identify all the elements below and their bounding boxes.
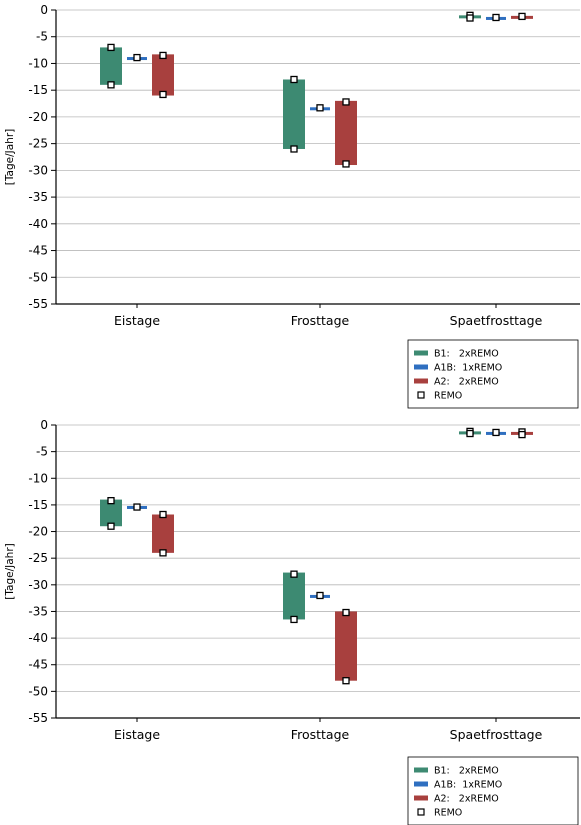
y-tick-label: -50 <box>28 270 48 284</box>
y-tick-label: -25 <box>28 551 48 565</box>
bar-b1 <box>100 47 122 85</box>
bar-a2 <box>335 100 357 166</box>
remo-marker <box>316 591 324 600</box>
y-tick-label: -25 <box>28 137 48 151</box>
legend-label: REMO <box>434 391 462 402</box>
remo-marker <box>159 510 167 519</box>
y-tick-label: -10 <box>28 471 48 485</box>
y-tick-label: -10 <box>28 56 48 70</box>
y-tick-label: -35 <box>28 604 48 618</box>
legend-swatch-b1 <box>414 767 428 773</box>
x-tick-label: Eistage <box>114 727 160 742</box>
remo-marker <box>159 549 167 557</box>
remo-marker <box>466 14 474 22</box>
x-tick-label: Frosttage <box>291 727 350 742</box>
y-tick-label: -55 <box>28 297 48 311</box>
legend-marker-remo <box>417 391 425 399</box>
y-tick-label: -15 <box>28 498 48 512</box>
y-tick-label: -50 <box>28 684 48 698</box>
bar-b1 <box>283 572 305 620</box>
remo-marker <box>290 615 298 624</box>
legend-swatch-a1b <box>414 781 428 787</box>
y-tick-label: -20 <box>28 110 48 124</box>
y-tick-label: -55 <box>28 711 48 725</box>
remo-marker <box>107 496 115 505</box>
bar-a2 <box>152 514 174 553</box>
chart-panel-1: 0 -5 -10 -15 -20 -25 -30 -35 -40 -45 -50 -55 [Tage/J… <box>4 3 580 409</box>
remo-marker <box>133 503 141 511</box>
remo-marker <box>107 81 115 89</box>
legend-swatch-a2 <box>414 378 428 384</box>
y-tick-label: -15 <box>28 83 48 97</box>
legend-swatch-a2 <box>414 795 428 801</box>
remo-marker <box>342 160 350 168</box>
legend-swatch-a1b <box>414 364 428 370</box>
remo-marker <box>290 75 298 84</box>
y-tick-label: -45 <box>28 658 48 672</box>
remo-marker <box>107 43 115 52</box>
y-tick-label: -40 <box>28 217 48 231</box>
y-axis-label: [Tage/Jahr] <box>4 129 16 185</box>
remo-marker <box>290 145 298 153</box>
y-tick-label: -35 <box>28 190 48 204</box>
y-tick-label: -40 <box>28 631 48 645</box>
remo-marker <box>316 104 324 112</box>
legend-swatch-b1 <box>414 350 428 356</box>
legend: B1: 2xREMO A1B: 1xREMO A2: 2xREMO REMO <box>407 339 579 409</box>
legend-label: A2: 2xREMO <box>434 377 499 388</box>
remo-marker <box>518 430 526 439</box>
y-axis-label: [Tage/Jahr] <box>4 543 16 599</box>
legend-label: A1B: 1xREMO <box>434 363 502 374</box>
remo-marker <box>290 570 298 578</box>
y-tick-label: -30 <box>28 578 48 592</box>
x-tick-label: Spaetfrosttage <box>450 313 543 328</box>
remo-marker <box>466 429 474 438</box>
bar-a2 <box>335 611 357 681</box>
y-tick-label: -5 <box>36 30 48 44</box>
x-tick-label: Eistage <box>114 313 160 328</box>
y-tick-label: -5 <box>36 445 48 459</box>
bar-b1 <box>283 79 305 149</box>
remo-marker <box>342 677 350 685</box>
remo-marker <box>133 53 141 62</box>
remo-marker <box>159 90 167 99</box>
y-tick-label: -20 <box>28 525 48 539</box>
legend-label: A1B: 1xREMO <box>434 780 502 791</box>
chart-panel-2: 0 -5 -10 -15 -20 -25 -30 -35 -40 -45 -50 -55 [Tage/J… <box>4 418 580 825</box>
legend-label: B1: 2xREMO <box>434 349 499 360</box>
legend-label: REMO <box>434 808 462 819</box>
remo-marker <box>342 608 350 617</box>
bar-b1 <box>100 499 122 527</box>
remo-marker <box>492 13 500 22</box>
x-tick-label: Frosttage <box>291 313 350 328</box>
y-tick-label: -45 <box>28 244 48 258</box>
legend-label: A2: 2xREMO <box>434 794 499 805</box>
legend-label: B1: 2xREMO <box>434 766 499 777</box>
bar-a2 <box>152 54 174 96</box>
remo-marker <box>518 12 526 21</box>
legend-box <box>407 756 579 825</box>
y-tick-label: 0 <box>40 3 48 17</box>
y-tick-label: 0 <box>40 418 48 432</box>
remo-marker <box>159 51 167 60</box>
remo-marker <box>342 98 350 106</box>
x-tick-label: Spaetfrosttage <box>450 727 543 742</box>
remo-marker <box>107 522 115 530</box>
remo-marker <box>492 428 500 437</box>
legend-marker-remo <box>417 808 425 816</box>
legend-box <box>407 339 579 409</box>
legend: B1: 2xREMO A1B: 1xREMO A2: 2xREMO REMO <box>407 756 579 825</box>
y-tick-label: -30 <box>28 163 48 177</box>
